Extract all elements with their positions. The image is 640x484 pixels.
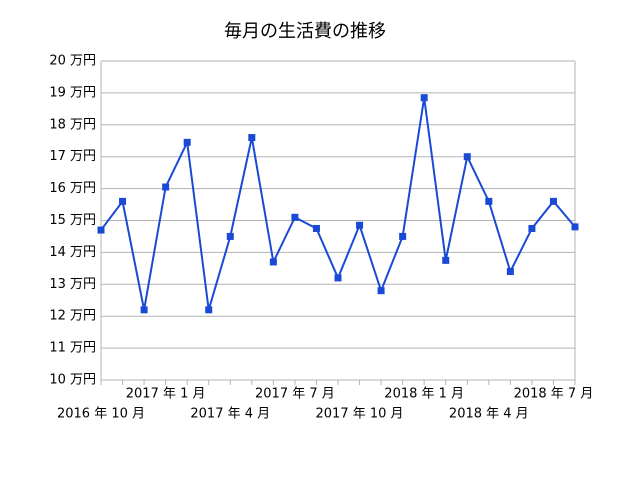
data-point [442,256,450,264]
data-point [549,197,557,205]
y-tick-label: 11 万円 [49,341,96,356]
y-tick-label: 14 万円 [49,245,96,260]
y-tick-label: 15 万円 [49,213,96,228]
data-point [399,232,407,240]
data-point [269,258,277,266]
data-point [485,197,493,205]
data-point [183,138,191,146]
x-tick-label: 2018 年 7 月 [514,387,594,402]
data-point [312,224,320,232]
data-point [463,153,471,161]
y-tick-label: 19 万円 [49,85,96,100]
y-tick-label: 16 万円 [49,181,96,196]
y-tick-label: 12 万円 [49,309,96,324]
y-tick-label: 17 万円 [49,149,96,164]
x-tick-label: 2018 年 1 月 [384,387,464,402]
data-point [205,306,213,314]
data-point [119,197,127,205]
x-tick-label: 2017 年 7 月 [255,387,335,402]
y-tick-label: 18 万円 [49,117,96,132]
data-point [571,223,579,231]
x-tick-label: 2017 年 4 月 [190,407,270,422]
x-tick-label: 2017 年 10 月 [316,407,404,422]
data-point [506,268,514,276]
data-point [528,224,536,232]
x-tick-label: 2016 年 10 月 [57,407,145,422]
data-point [248,134,256,142]
y-tick-label: 13 万円 [49,277,96,292]
data-point [356,221,364,229]
x-tick-label: 2018 年 4 月 [449,407,529,422]
y-tick-label: 10 万円 [49,373,96,388]
data-point [140,306,148,314]
data-point [420,94,428,102]
x-tick-label: 2017 年 1 月 [126,387,206,402]
data-point [291,213,299,221]
data-point [226,232,234,240]
y-tick-label: 20 万円 [49,54,96,69]
chart-title: 毎月の生活費の推移 [224,21,386,42]
data-point [377,287,385,295]
data-point [162,183,170,191]
data-point [334,274,342,282]
data-point [97,226,105,234]
